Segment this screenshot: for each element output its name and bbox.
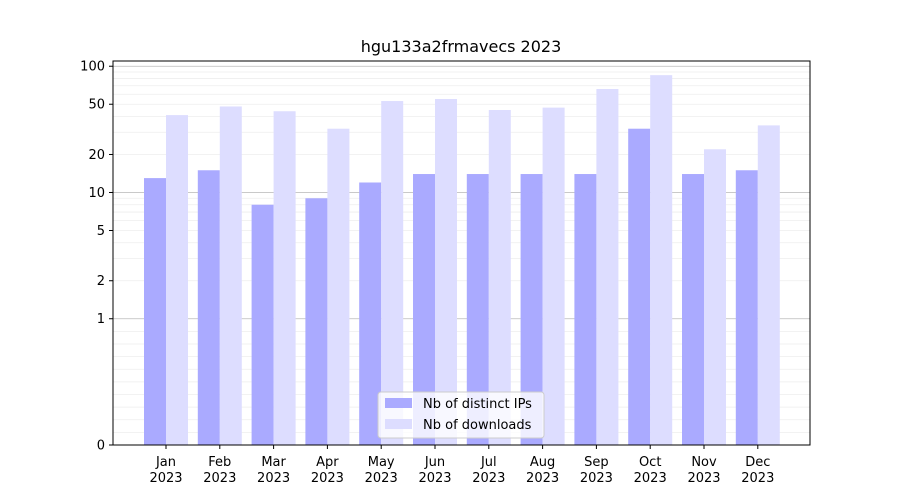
- bar-downloads: [381, 101, 404, 446]
- x-tick-label: Sep 2023: [580, 455, 613, 486]
- bar-distinct-ips: [628, 128, 651, 446]
- bar-distinct-ips: [413, 174, 435, 445]
- bar-downloads: [704, 149, 726, 445]
- x-tick-label: Apr 2023: [311, 455, 344, 486]
- bar-downloads: [435, 99, 457, 445]
- bars-layer: [144, 75, 780, 446]
- plot-frame: [112, 60, 811, 446]
- x-tick-label: Jan 2023: [149, 455, 182, 486]
- x-tick-label: Nov 2023: [687, 455, 720, 486]
- bar-distinct-ips: [466, 174, 489, 445]
- x-axis: Jan 2023 Feb 2023 Mar 2023 Apr 2023 May 2023 Jun 20…: [149, 445, 774, 486]
- legend-label: Nb of downloads: [423, 418, 532, 433]
- bar-distinct-ips: [305, 198, 328, 445]
- x-tick-label: Oct 2023: [634, 455, 667, 486]
- bar-downloads: [327, 128, 350, 446]
- x-tick-label: Jul 2023: [472, 455, 505, 486]
- bar-distinct-ips: [359, 182, 382, 445]
- x-tick-label: Feb 2023: [203, 455, 236, 486]
- legend-swatch: [385, 419, 412, 429]
- y-tick-label: 20: [88, 148, 105, 163]
- bar-downloads: [219, 106, 242, 445]
- y-axis: 0 1 2 5 10 20 50 100: [80, 60, 113, 454]
- x-tick-label: Jun 2023: [418, 455, 451, 486]
- bar-downloads: [650, 75, 673, 446]
- bar-downloads: [596, 89, 619, 446]
- bar-downloads: [542, 107, 565, 445]
- bar-downloads: [488, 110, 511, 445]
- bar-distinct-ips: [682, 174, 704, 445]
- bar-distinct-ips: [574, 174, 597, 445]
- x-tick-label: May 2023: [365, 455, 398, 486]
- bar-distinct-ips: [197, 170, 220, 445]
- x-tick-label: Dec 2023: [741, 455, 774, 486]
- y-tick-label: 5: [97, 224, 105, 239]
- bar-distinct-ips: [144, 178, 166, 446]
- chart-title: hgu133a2frmavecs 2023: [361, 37, 562, 56]
- legend: Nb of distinct IPs Nb of downloads: [377, 391, 545, 439]
- legend-label: Nb of distinct IPs: [423, 397, 532, 412]
- x-tick-label: Mar 2023: [257, 455, 290, 486]
- y-tick-label: 100: [80, 60, 105, 75]
- x-tick-label: Aug 2023: [526, 455, 559, 486]
- y-tick-label: 0: [97, 439, 105, 454]
- bar-downloads: [166, 115, 188, 446]
- legend-swatch: [385, 398, 412, 408]
- legend-box: [377, 391, 545, 439]
- y-tick-label: 1: [97, 312, 105, 327]
- bar-downloads: [273, 111, 296, 445]
- y-tick-label: 10: [88, 186, 105, 201]
- bar-distinct-ips: [251, 204, 274, 445]
- y-tick-label: 2: [97, 274, 105, 289]
- bar-downloads: [757, 125, 780, 445]
- y-tick-label: 50: [88, 98, 105, 113]
- bar-distinct-ips: [520, 174, 543, 445]
- bar-distinct-ips: [735, 170, 758, 445]
